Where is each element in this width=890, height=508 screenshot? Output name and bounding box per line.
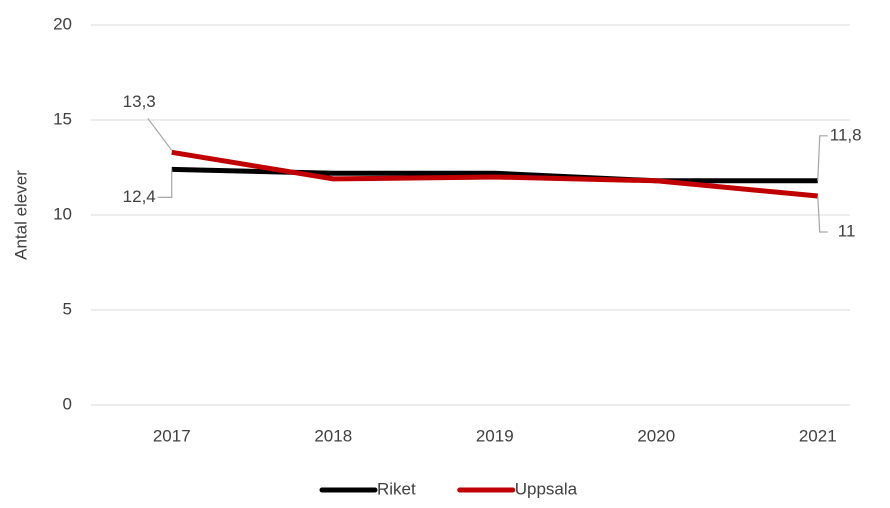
y-tick-label: 15	[53, 109, 72, 128]
x-tick-label: 2019	[476, 426, 514, 445]
data-label: 11	[838, 221, 856, 240]
data-label: 13,3	[123, 92, 156, 111]
y-tick-label: 10	[53, 204, 72, 223]
data-label: 11,8	[830, 125, 862, 144]
x-tick-label: 2018	[314, 426, 352, 445]
y-axis-label: Antal elever	[11, 170, 30, 260]
data-label: 12,4	[123, 187, 156, 206]
y-tick-label: 20	[53, 14, 72, 33]
leader-line	[157, 169, 173, 198]
leader-line	[817, 195, 828, 233]
x-tick-label: 2017	[153, 426, 191, 445]
legend-label: Riket	[377, 479, 416, 498]
y-tick-label: 0	[63, 394, 72, 413]
series-line	[171, 149, 818, 199]
x-tick-label: 2020	[637, 426, 675, 445]
leader-line	[817, 135, 828, 181]
leader-line	[147, 117, 173, 151]
legend-label: Uppsala	[515, 479, 578, 498]
y-tick-label: 5	[63, 299, 72, 318]
x-tick-label: 2021	[799, 426, 837, 445]
